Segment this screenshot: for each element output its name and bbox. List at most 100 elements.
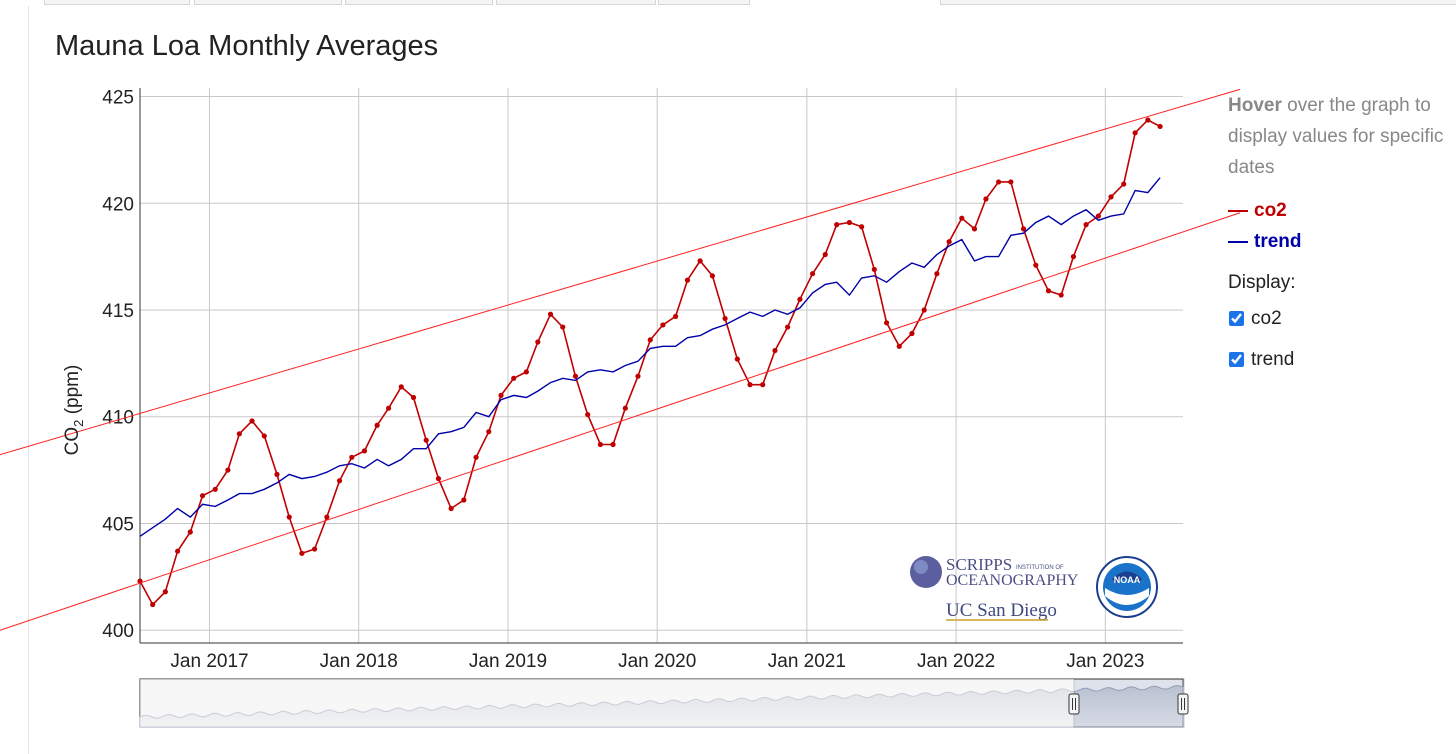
range-selected-window[interactable] (1073, 678, 1185, 728)
co2-point[interactable] (225, 467, 231, 473)
co2-point[interactable] (610, 441, 616, 448)
tab-5[interactable] (658, 0, 750, 5)
co2-point[interactable] (461, 497, 467, 503)
co2-point[interactable] (597, 441, 603, 448)
co2-point[interactable] (846, 219, 852, 226)
co2-point[interactable] (236, 431, 242, 437)
toggle-trend[interactable]: trend (1228, 339, 1453, 380)
co2-point[interactable] (385, 405, 392, 411)
co2-point[interactable] (299, 550, 305, 556)
co2-point[interactable] (909, 330, 915, 337)
co2-point[interactable] (1045, 288, 1052, 294)
co2-point[interactable] (286, 514, 292, 520)
co2-point[interactable] (349, 454, 355, 460)
co2-point[interactable] (324, 514, 330, 520)
co2-point[interactable] (274, 471, 280, 477)
tab-6[interactable] (940, 0, 1456, 5)
co2-point[interactable] (1157, 123, 1163, 130)
co2-point[interactable] (797, 296, 803, 302)
trend-series-line (139, 177, 1161, 537)
co2-point[interactable] (1083, 222, 1089, 228)
co2-point[interactable] (722, 315, 728, 322)
co2-point[interactable] (921, 307, 927, 313)
co2-point[interactable] (150, 601, 156, 608)
co2-point[interactable] (511, 375, 517, 381)
co2-point[interactable] (760, 382, 766, 388)
co2-point[interactable] (660, 322, 666, 328)
co2-point[interactable] (585, 411, 591, 418)
co2-point[interactable] (560, 324, 566, 330)
co2-point[interactable] (635, 373, 641, 379)
co2-point[interactable] (435, 476, 442, 482)
co2-point[interactable] (398, 384, 404, 390)
range-handle-left[interactable] (1068, 693, 1080, 715)
co2-point[interactable] (834, 222, 840, 228)
co2-point[interactable] (187, 529, 193, 535)
trend-checkbox[interactable] (1229, 352, 1244, 367)
co2-point[interactable] (498, 392, 504, 398)
co2-point[interactable] (1108, 194, 1114, 200)
legend-item-co2: co2 (1228, 195, 1453, 226)
co2-point[interactable] (1008, 179, 1014, 185)
co2-point[interactable] (934, 271, 940, 277)
co2-point[interactable] (859, 224, 865, 230)
co2-point[interactable] (734, 356, 740, 362)
co2-point[interactable] (871, 266, 877, 273)
co2-point[interactable] (772, 347, 778, 354)
co2-point[interactable] (249, 418, 255, 424)
co2-point[interactable] (1145, 117, 1151, 123)
co2-point[interactable] (1121, 181, 1127, 187)
range-handle-right[interactable] (1177, 693, 1189, 715)
co2-point[interactable] (697, 258, 703, 264)
toggle-co2[interactable]: co2 (1228, 298, 1453, 339)
co2-point[interactable] (448, 505, 454, 512)
co2-point[interactable] (673, 313, 679, 320)
co2-point[interactable] (959, 215, 965, 221)
co2-point[interactable] (822, 251, 828, 258)
co2-point[interactable] (1095, 213, 1101, 219)
co2-point[interactable] (175, 548, 181, 554)
co2-point[interactable] (261, 433, 267, 439)
co2-point[interactable] (486, 429, 492, 435)
co2-point[interactable] (1058, 292, 1064, 298)
co2-point[interactable] (336, 478, 343, 484)
co2-point[interactable] (423, 437, 429, 443)
co2-point[interactable] (971, 226, 978, 232)
co2-point[interactable] (1020, 226, 1027, 232)
co2-point[interactable] (1132, 130, 1138, 136)
co2-point[interactable] (547, 311, 554, 317)
co2-point[interactable] (647, 337, 653, 343)
co2-point[interactable] (212, 486, 218, 492)
co2-point[interactable] (785, 324, 791, 330)
co2-point[interactable] (709, 273, 716, 279)
co2-point[interactable] (199, 493, 206, 499)
co2-point[interactable] (1070, 254, 1077, 260)
tab-4[interactable] (496, 0, 656, 5)
co2-point[interactable] (311, 546, 318, 552)
co2-point[interactable] (946, 239, 952, 245)
co2-point[interactable] (572, 373, 579, 379)
co2-point[interactable] (983, 196, 989, 202)
co2-point[interactable] (535, 339, 541, 345)
co2-point[interactable] (473, 454, 479, 460)
co2-point[interactable] (622, 405, 628, 411)
co2-point[interactable] (883, 320, 890, 326)
co2-point[interactable] (747, 382, 753, 388)
co2-point[interactable] (684, 277, 691, 283)
tab-3[interactable] (345, 0, 493, 5)
co2-point[interactable] (410, 394, 417, 401)
co2-point[interactable] (896, 343, 902, 349)
co2-point[interactable] (809, 271, 816, 277)
co2-point[interactable] (523, 369, 529, 375)
tab-2[interactable] (194, 0, 342, 5)
co2-checkbox[interactable] (1229, 311, 1244, 326)
tab-1[interactable] (44, 0, 190, 5)
co2-point[interactable] (374, 422, 380, 428)
range-unselected-shade (140, 679, 1074, 727)
co2-point[interactable] (162, 589, 168, 595)
co2-point[interactable] (1033, 262, 1039, 268)
co2-point[interactable] (996, 179, 1002, 185)
range-selector[interactable] (139, 678, 1189, 728)
co2-point[interactable] (361, 448, 368, 454)
